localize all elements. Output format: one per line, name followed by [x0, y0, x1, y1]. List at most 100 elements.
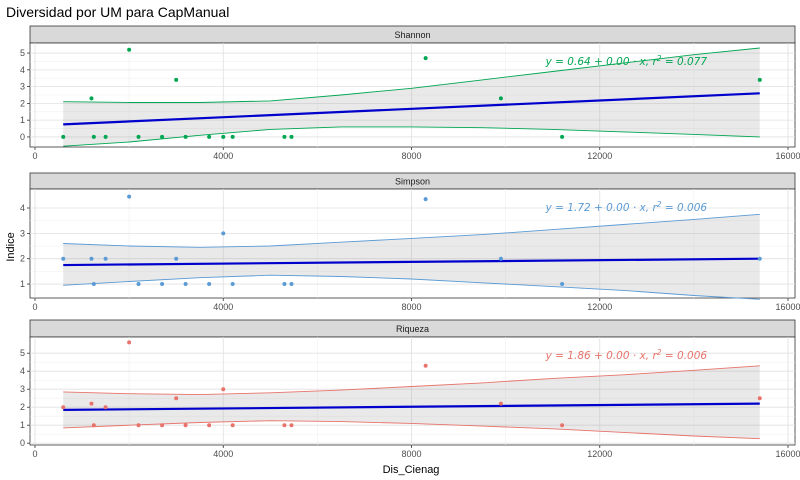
- data-point: [221, 387, 226, 392]
- data-point: [221, 231, 226, 236]
- facet-strip-label: Riqueza: [396, 324, 429, 334]
- data-point: [127, 47, 132, 52]
- y-tick-label: 2: [20, 402, 25, 412]
- x-tick-label: 8000: [401, 449, 421, 459]
- data-point: [61, 256, 66, 261]
- data-point: [282, 134, 287, 139]
- data-point: [136, 282, 141, 287]
- data-point: [160, 282, 165, 287]
- data-point: [282, 423, 287, 428]
- confidence-band: [63, 214, 760, 300]
- data-point: [221, 134, 226, 139]
- data-point: [560, 134, 565, 139]
- equation-text: y = 0.64 + 0.00 · x, r: [545, 56, 658, 68]
- y-tick-label: 4: [20, 203, 25, 213]
- data-point: [91, 134, 96, 139]
- regression-line: [63, 92, 760, 126]
- data-point: [174, 256, 179, 261]
- equation-text: y = 1.72 + 0.00 · x, r: [545, 202, 658, 214]
- confidence-upper-line: [63, 213, 760, 248]
- data-point: [498, 401, 503, 406]
- confidence-upper-line: [63, 365, 760, 396]
- confidence-upper-line: [63, 47, 760, 103]
- facet-panel-simpson: Simpson 0 4000 8000 12000 16000 1 2 3 4 y = 1.72 +…: [20, 172, 800, 312]
- data-point: [423, 197, 428, 202]
- confidence-lower-line: [63, 420, 760, 440]
- x-tick-label: 0: [32, 151, 37, 161]
- data-point: [160, 423, 165, 428]
- y-tick-label: 4: [20, 65, 25, 75]
- data-point: [103, 405, 108, 410]
- x-tick-label: 12000: [587, 302, 612, 312]
- y-tick-label: 0: [20, 438, 25, 448]
- x-tick-label: 16000: [775, 302, 800, 312]
- confidence-lower-line: [63, 274, 760, 300]
- data-point: [91, 423, 96, 428]
- data-point: [183, 423, 188, 428]
- confidence-band: [63, 365, 760, 439]
- y-tick-label: 4: [20, 366, 25, 376]
- data-point: [423, 56, 428, 61]
- regression-line: [63, 402, 760, 411]
- data-point: [230, 282, 235, 287]
- r-squared-value: = 0.077: [662, 56, 708, 68]
- r-squared-exponent: 2: [657, 200, 662, 209]
- confidence-lower-line: [63, 126, 760, 147]
- data-point: [757, 77, 762, 82]
- data-point: [230, 134, 235, 139]
- r-squared-value: = 0.006: [662, 350, 708, 362]
- data-point: [289, 282, 294, 287]
- data-point: [127, 340, 132, 345]
- regression-equation: y = 0.64 + 0.00 · x, r2 = 0.077: [545, 54, 708, 69]
- data-point: [127, 194, 132, 199]
- data-point: [183, 282, 188, 287]
- facet-strip-label: Shannon: [394, 30, 430, 40]
- y-tick-label: 0: [20, 132, 25, 142]
- data-point: [423, 363, 428, 368]
- data-point: [89, 401, 94, 406]
- x-tick-label: 12000: [587, 449, 612, 459]
- y-tick-label: 3: [20, 384, 25, 394]
- panel-background: [29, 336, 796, 446]
- y-tick-label: 3: [20, 228, 25, 238]
- data-point: [282, 282, 287, 287]
- y-tick-label: 3: [20, 82, 25, 92]
- data-point: [560, 423, 565, 428]
- x-tick-label: 12000: [587, 151, 612, 161]
- data-point: [174, 396, 179, 401]
- data-point: [174, 77, 179, 82]
- x-axis-title: Dis_Cienag: [383, 464, 440, 476]
- regression-line: [63, 257, 760, 267]
- regression-equation: y = 1.86 + 0.00 · x, r2 = 0.006: [545, 348, 708, 363]
- data-point: [136, 423, 141, 428]
- r-squared-exponent: 2: [657, 348, 662, 357]
- x-tick-label: 4000: [213, 151, 233, 161]
- data-point: [289, 423, 294, 428]
- data-point: [103, 134, 108, 139]
- y-tick-label: 2: [20, 254, 25, 264]
- regression-equation: y = 1.72 + 0.00 · x, r2 = 0.006: [545, 200, 708, 215]
- r-squared-exponent: 2: [657, 54, 662, 63]
- confidence-band: [63, 48, 760, 147]
- data-point: [230, 423, 235, 428]
- data-point: [89, 256, 94, 261]
- x-tick-label: 16000: [775, 449, 800, 459]
- y-tick-label: 5: [20, 348, 25, 358]
- facet-panel-shannon: Shannon 0 4000 8000 12000 16000 0 1 2 3 4 5 y = 0.64…: [20, 25, 800, 161]
- data-point: [61, 405, 66, 410]
- chart-title: Diversidad por UM para CapManual: [6, 4, 229, 20]
- data-point: [207, 282, 212, 287]
- equation-text: y = 1.86 + 0.00 · x, r: [545, 350, 658, 362]
- x-tick-label: 0: [32, 302, 37, 312]
- x-tick-label: 0: [32, 449, 37, 459]
- r-squared-value: = 0.006: [662, 202, 708, 214]
- y-tick-label: 1: [20, 420, 25, 430]
- x-tick-label: 4000: [213, 449, 233, 459]
- data-point: [207, 134, 212, 139]
- data-point: [160, 134, 165, 139]
- x-tick-label: 16000: [775, 151, 800, 161]
- data-point: [289, 134, 294, 139]
- data-point: [207, 423, 212, 428]
- data-point: [757, 396, 762, 401]
